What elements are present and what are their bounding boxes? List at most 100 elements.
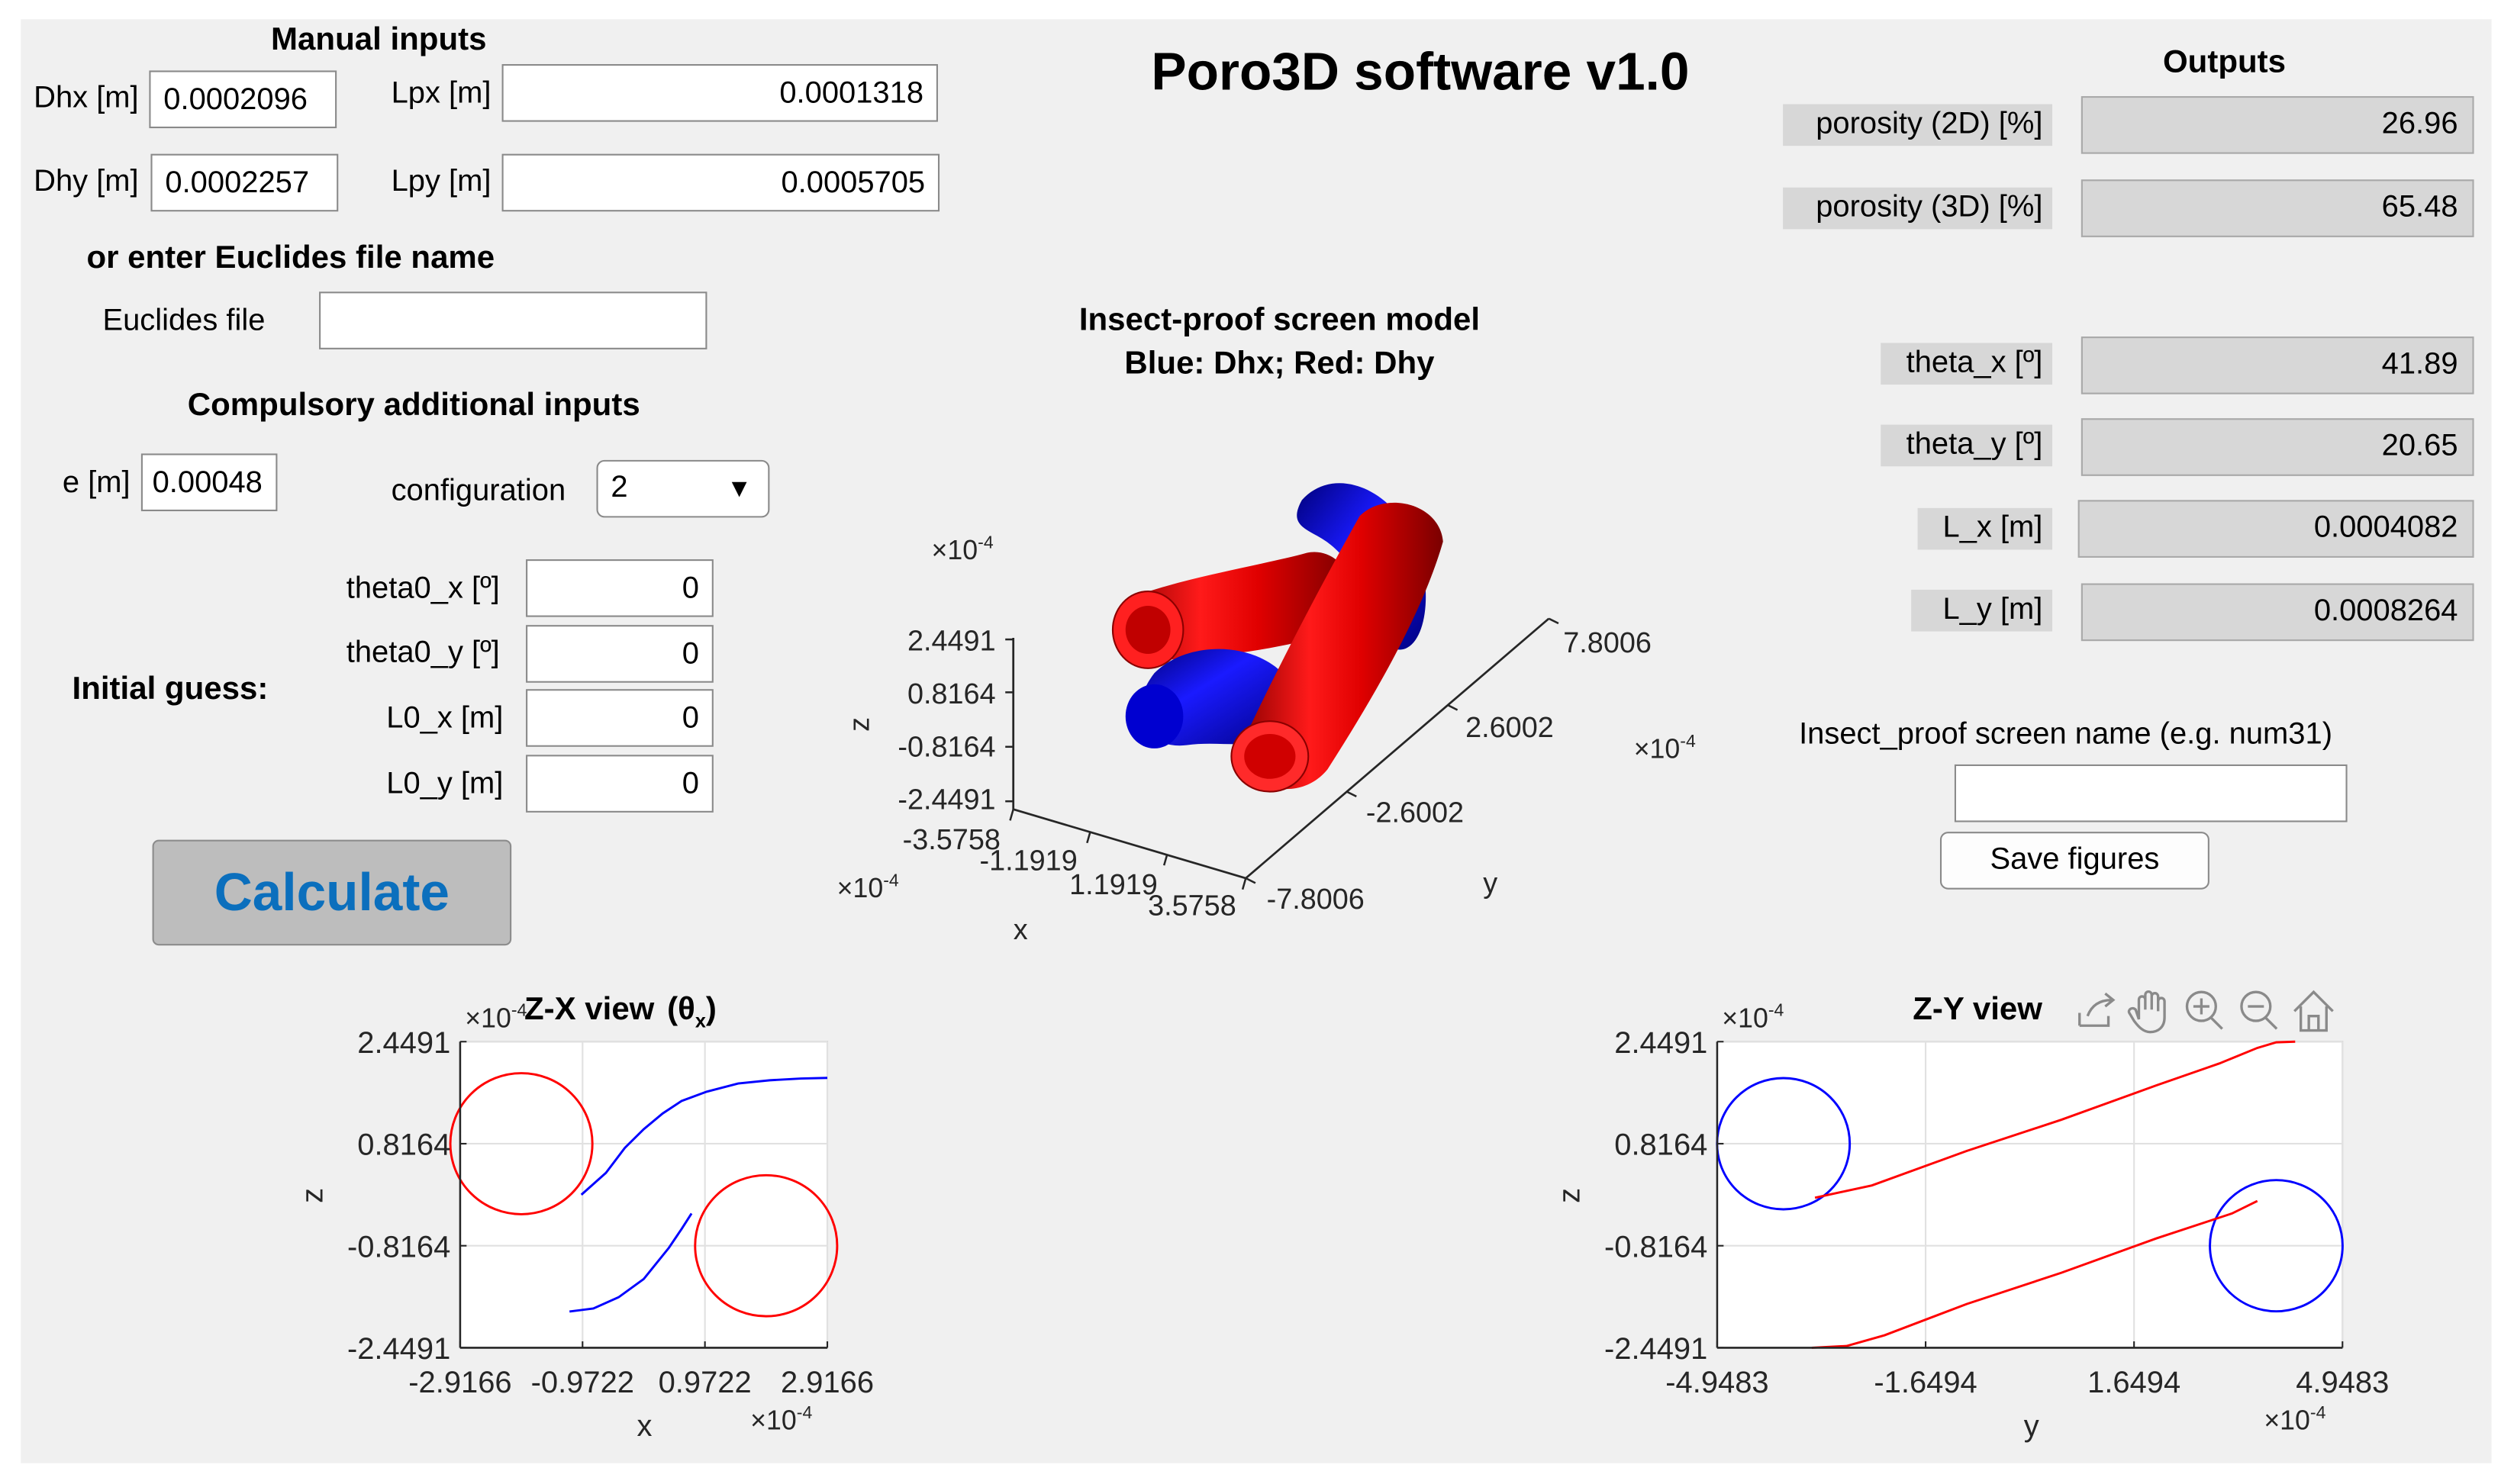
dhx-label: Dhx [m] xyxy=(34,82,139,116)
zy-xlabel: y xyxy=(2024,1409,2039,1443)
zy-ytick-label-2: -0.8164 xyxy=(1604,1230,1707,1263)
zx-series-0 xyxy=(580,1077,828,1196)
theta-x-label: theta_x [º] xyxy=(1881,343,2053,385)
euclides-label: Euclides file xyxy=(102,304,266,339)
3d-xlabel: x xyxy=(1014,914,1028,946)
zx-xtick-label-2: 0.9722 xyxy=(659,1366,752,1399)
dropdown-arrow-icon: ▼ xyxy=(726,475,753,504)
configuration-select[interactable]: 2 ▼ xyxy=(596,459,770,518)
3d-zlabel: z xyxy=(844,717,876,732)
zy-title: Z-Y view xyxy=(1913,990,2042,1026)
zy-ytick-label-3: -2.4491 xyxy=(1604,1332,1707,1366)
dhy-input[interactable]: 0.0002257 xyxy=(150,153,339,212)
zx-title: Z-X view (θx) xyxy=(524,990,717,1032)
l0-y-input[interactable]: 0 xyxy=(526,755,714,813)
porosity-3d-label: porosity (3D) [%] xyxy=(1783,187,2053,230)
zx-xtick-label-1: -0.9722 xyxy=(531,1366,634,1399)
zy-xtick-label-3: 4.9483 xyxy=(2296,1366,2389,1399)
zx-ytick-label-1: 0.8164 xyxy=(357,1128,450,1162)
porosity-2d-label: porosity (2D) [%] xyxy=(1783,104,2053,146)
theta-x-output: 41.89 xyxy=(2080,336,2474,394)
plot-toolbar xyxy=(2071,987,2338,1035)
zoom-out-icon[interactable] xyxy=(2235,987,2284,1035)
zx-ytick-label-3: -2.4491 xyxy=(347,1332,450,1366)
zy-series-0 xyxy=(1814,1040,2296,1199)
y-tick-2: -2.6002 xyxy=(1366,797,1464,829)
theta-y-label: theta_y [º] xyxy=(1881,424,2053,467)
zy-axes-box xyxy=(1716,1041,2344,1349)
export-icon[interactable] xyxy=(2071,987,2120,1035)
zy-ylabel: z xyxy=(1552,1188,1586,1203)
theta0-y-label: theta0_y [º] xyxy=(346,636,500,670)
zy-view-plot[interactable]: -4.9483 -1.6494 1.6494 4.9483 2.4491 0.8164 -0… xyxy=(1539,980,2405,1461)
l-x-output: 0.0004082 xyxy=(2077,500,2474,558)
configuration-label: configuration xyxy=(391,474,566,508)
porosity-3d-output: 65.48 xyxy=(2080,179,2474,237)
x-tick-3: 1.1919 xyxy=(1069,869,1158,901)
z-exponent: ×10-4 xyxy=(932,532,994,565)
zx-ticklabels: -2.9166 -0.9722 0.9722 2.9166 2.4491 0.8164 -0… xyxy=(347,1026,874,1399)
home-icon[interactable] xyxy=(2289,987,2338,1035)
l0-y-label: L0_y [m] xyxy=(386,768,504,802)
theta0-x-input[interactable]: 0 xyxy=(526,559,714,617)
zy-xtick-label-2: 1.6494 xyxy=(2087,1366,2180,1399)
zx-ylabel: z xyxy=(295,1188,329,1203)
z-tick-3: -0.8164 xyxy=(898,731,995,763)
zx-y-exponent: ×10-4 xyxy=(465,1000,527,1034)
euclides-file-input[interactable] xyxy=(319,291,707,349)
zx-marks xyxy=(449,1072,839,1318)
calculate-button[interactable]: Calculate xyxy=(152,839,512,946)
manual-inputs-heading: Manual inputs xyxy=(271,22,487,58)
zx-x-exponent: ×10-4 xyxy=(750,1402,812,1436)
theta0-y-input[interactable]: 0 xyxy=(526,625,714,683)
e-label: e [m] xyxy=(62,466,131,501)
zy-series-1 xyxy=(1811,1199,2258,1349)
zy-circle-1 xyxy=(2209,1179,2344,1313)
zoom-in-icon[interactable] xyxy=(2180,987,2229,1035)
l0-x-label: L0_x [m] xyxy=(386,701,504,736)
l-x-label: L_x [m] xyxy=(1917,507,2053,550)
l-y-output: 0.0008264 xyxy=(2080,583,2474,642)
3d-ylabel: y xyxy=(1483,868,1497,900)
pan-icon[interactable] xyxy=(2126,987,2174,1035)
lpy-input[interactable]: 0.0005705 xyxy=(501,153,940,212)
dhx-input[interactable]: 0.0002096 xyxy=(149,70,337,129)
configuration-value: 2 xyxy=(611,471,628,505)
y-tick-3: 2.6002 xyxy=(1465,712,1554,744)
initial-guess-label: Initial guess: xyxy=(72,671,269,707)
red-cylinder-diagonal xyxy=(1230,502,1443,793)
x-tick-2: -1.1919 xyxy=(980,845,1078,877)
lpx-input[interactable]: 0.0001318 xyxy=(501,64,938,122)
compulsory-heading: Compulsory additional inputs xyxy=(187,388,640,423)
3d-axis-y xyxy=(1245,617,1550,880)
zx-circle-1 xyxy=(694,1173,839,1318)
x-tick-1: -3.5758 xyxy=(903,824,1001,856)
zy-y-exponent: ×10-4 xyxy=(1722,1000,1784,1034)
3d-axis-x xyxy=(1013,808,1246,880)
e-input[interactable]: 0.00048 xyxy=(140,453,278,512)
y-tick-4: 7.8006 xyxy=(1563,627,1652,659)
3d-model-plot[interactable]: Insect-proof screen model Blue: Dhx; Red… xyxy=(817,288,1715,961)
z-tick-4: -2.4491 xyxy=(898,784,995,816)
zx-xlabel: x xyxy=(637,1409,653,1443)
l-y-label: L_y [m] xyxy=(1911,589,2053,632)
y-tick-1: -7.8006 xyxy=(1267,884,1365,916)
zy-x-exponent: ×10-4 xyxy=(2264,1402,2325,1436)
zy-ytick-label-1: 0.8164 xyxy=(1614,1128,1707,1162)
l0-x-input[interactable]: 0 xyxy=(526,689,714,747)
zx-circle-0 xyxy=(449,1072,594,1215)
screen-name-input[interactable] xyxy=(1954,764,2348,822)
porosity-2d-output: 26.96 xyxy=(2080,96,2474,154)
app-title: Poro3D software v1.0 xyxy=(1151,41,1690,101)
zx-view-plot[interactable]: -2.9166 -0.9722 0.9722 2.9166 2.4491 0.8164 -0… xyxy=(288,980,898,1461)
screen-name-label: Insect_proof screen name (e.g. num31) xyxy=(1799,717,2333,752)
z-tick-2: 0.8164 xyxy=(907,678,996,710)
save-figures-button[interactable]: Save figures xyxy=(1939,832,2209,890)
theta0-x-label: theta0_x [º] xyxy=(346,571,500,606)
lpy-label: Lpy [m] xyxy=(391,165,492,199)
zx-xtick-label-0: -2.9166 xyxy=(408,1366,511,1399)
outputs-heading: Outputs xyxy=(2162,44,2287,81)
zy-xtick-label-1: -1.6494 xyxy=(1874,1366,1977,1399)
red-cylinder-horizontal xyxy=(1111,552,1352,669)
dhy-label: Dhy [m] xyxy=(34,165,139,199)
